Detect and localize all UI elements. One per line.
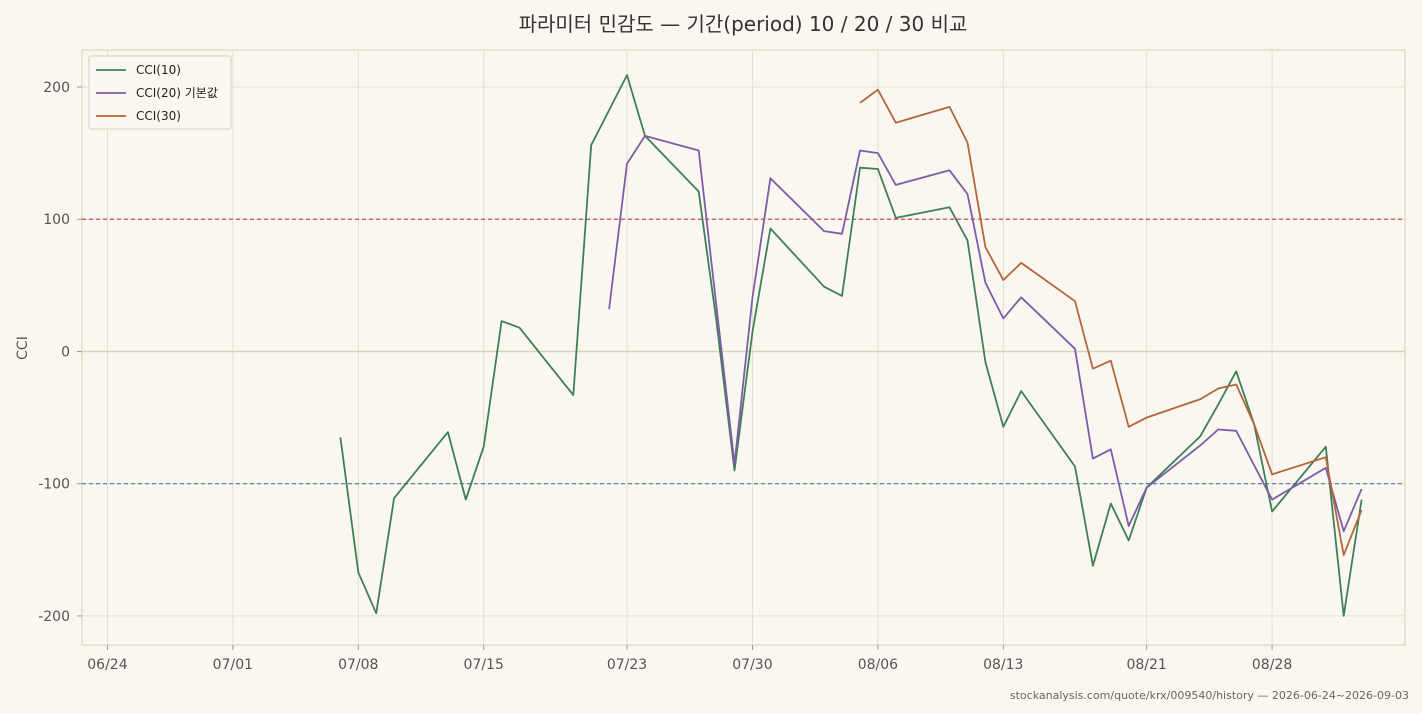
legend-box — [88, 55, 232, 130]
legend-label: CCI(30) — [136, 109, 181, 123]
y-axis-label: CCI — [15, 336, 31, 360]
chart-title: 파라미터 민감도 — 기간(period) 10 / 20 / 30 비교 — [518, 12, 968, 36]
x-tick-label: 06/24 — [87, 657, 127, 673]
x-tick-label: 07/15 — [464, 657, 504, 673]
y-tick-label: 100 — [43, 212, 70, 228]
x-tick-label: 08/13 — [983, 657, 1023, 673]
x-tick-label: 08/06 — [858, 657, 898, 673]
tick-layer: 06/24 07/01 07/08 07/15 07/23 07/30 08/06 08/13… — [38, 80, 1292, 673]
x-tick-label: 07/08 — [338, 657, 378, 673]
x-tick-label: 08/21 — [1126, 657, 1166, 673]
series-line — [608, 134, 1363, 533]
legend: CCI(10) CCI(20) 기본값 CCI(30) — [88, 55, 232, 130]
legend-label: CCI(20) 기본값 — [136, 86, 218, 100]
x-tick-label: 07/01 — [213, 657, 253, 673]
series-layer — [339, 74, 1363, 617]
source-footer: stockanalysis.com/quote/krx/009540/histo… — [1009, 689, 1409, 702]
y-tick-label: 0 — [61, 344, 70, 360]
x-tick-label: 07/23 — [607, 657, 647, 673]
y-tick-label: 200 — [43, 80, 70, 96]
series-line — [859, 88, 1363, 556]
x-tick-label: 07/30 — [732, 657, 772, 673]
y-tick-label: -100 — [38, 477, 70, 493]
reference-lines — [82, 218, 1405, 485]
plot-area — [81, 49, 1406, 646]
legend-label: CCI(10) — [136, 63, 181, 77]
y-tick-label: -200 — [38, 609, 70, 625]
series-line — [339, 74, 1363, 617]
x-tick-label: 08/28 — [1252, 657, 1292, 673]
